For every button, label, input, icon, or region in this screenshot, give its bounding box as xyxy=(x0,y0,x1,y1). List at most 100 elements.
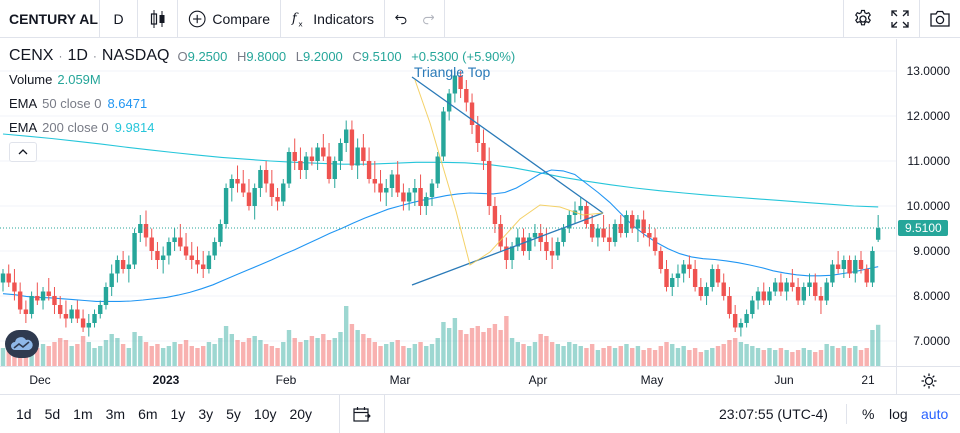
candle xyxy=(807,273,812,296)
volume-bar xyxy=(464,334,469,366)
candle-body xyxy=(664,269,669,287)
volume-bar xyxy=(292,338,297,366)
volume-bar xyxy=(349,324,355,366)
axis-settings-button[interactable] xyxy=(896,366,960,394)
indicators-button[interactable]: f x Indicators xyxy=(281,0,385,37)
volume-bar xyxy=(435,338,440,366)
candle-body xyxy=(429,183,435,197)
candle-body xyxy=(464,89,469,103)
redo-icon[interactable] xyxy=(422,12,435,26)
percent-scale-button[interactable]: % xyxy=(862,406,875,422)
range-button-3y[interactable]: 3y xyxy=(198,406,214,422)
volume-bar xyxy=(475,326,480,366)
chart-pane[interactable]: Triangle Top xyxy=(0,39,896,366)
volume-bar xyxy=(738,342,744,366)
auto-scale-button[interactable]: auto xyxy=(921,406,949,422)
candle xyxy=(424,192,429,215)
volume-bar xyxy=(338,332,343,366)
price-axis[interactable]: 13.0000 12.0000 11.0000 10.0000 9.0000 8.0000… xyxy=(896,39,960,366)
candle-body xyxy=(658,251,663,269)
range-button-3m[interactable]: 3m xyxy=(105,406,126,422)
chart-type-button[interactable] xyxy=(138,0,178,37)
fullscreen-icon xyxy=(891,10,909,28)
candle xyxy=(321,134,326,161)
range-button-5d[interactable]: 5d xyxy=(44,406,61,422)
range-button-6m[interactable]: 6m xyxy=(138,406,158,422)
triangle-top-drawing[interactable]: Triangle Top xyxy=(411,64,604,286)
volume-bar xyxy=(149,346,154,366)
volume-bar xyxy=(595,350,601,366)
volume-bar xyxy=(698,352,704,366)
range-button-20y[interactable]: 20y xyxy=(289,406,313,422)
candle-body xyxy=(744,314,749,323)
range-button-1m[interactable]: 1m xyxy=(73,406,93,422)
volume-bar xyxy=(584,348,589,366)
volume-bar xyxy=(544,336,549,366)
triangle-top-label[interactable]: Triangle Top xyxy=(414,64,490,80)
range-button-1d[interactable]: 1d xyxy=(16,406,32,422)
candle-body xyxy=(521,237,526,251)
triangle-upper-line[interactable] xyxy=(411,76,604,214)
range-button-5y[interactable]: 5y xyxy=(226,406,241,422)
time-axis[interactable]: Dec 2023 Feb Mar Apr May Jun 21 xyxy=(0,366,896,394)
volume-bar xyxy=(813,352,818,366)
legend-exchange: NASDAQ xyxy=(101,47,170,64)
candle xyxy=(870,246,875,287)
candle-body xyxy=(281,183,286,202)
volume-bar xyxy=(555,344,561,366)
triangle-zigzag[interactable] xyxy=(414,79,604,266)
volume-bar xyxy=(549,342,555,366)
range-button-1y[interactable]: 1y xyxy=(170,406,186,422)
candle-body xyxy=(344,129,349,143)
log-scale-button[interactable]: log xyxy=(889,406,908,422)
candle-body xyxy=(732,314,738,328)
ema50-value: 8.6471 xyxy=(107,95,148,111)
volume-bar xyxy=(727,340,732,366)
volume-legend[interactable]: Volume 2.059M xyxy=(9,67,521,91)
fullscreen-button[interactable] xyxy=(881,0,919,38)
volume-bar xyxy=(824,344,829,366)
interval-button[interactable]: D xyxy=(100,0,138,37)
main-series-legend[interactable]: CENX · 1D · NASDAQ O9.2500 H9.8000 L9.20… xyxy=(9,45,521,67)
candle xyxy=(366,147,372,184)
volume-bar xyxy=(652,350,658,366)
change-value: +0.5300 (+5.90%) xyxy=(411,48,516,64)
candle-body xyxy=(727,296,732,314)
ema200-legend[interactable]: EMA 200 close 0 9.9814 xyxy=(9,115,521,139)
timezone-clock[interactable]: 23:07:55 (UTC-4) xyxy=(719,406,828,422)
symbol-search-button[interactable]: CENTURY AL xyxy=(0,0,100,37)
volume-bar xyxy=(647,348,652,366)
candle xyxy=(6,264,11,287)
volume-bar xyxy=(52,342,57,366)
candle-body xyxy=(229,179,234,188)
candle xyxy=(263,161,269,193)
volume-bar xyxy=(389,342,395,366)
compare-button[interactable]: Compare xyxy=(178,0,281,37)
date-range-picker-button[interactable] xyxy=(339,395,385,433)
legend-collapse-button[interactable] xyxy=(9,142,37,162)
candle-body xyxy=(366,161,372,179)
candle xyxy=(246,179,252,211)
low-key: L xyxy=(295,48,304,64)
tradingview-logo[interactable] xyxy=(5,330,39,358)
snapshot-button[interactable] xyxy=(919,0,960,38)
volume-bar xyxy=(0,348,6,366)
candle-body xyxy=(704,287,709,296)
undo-icon[interactable] xyxy=(395,12,408,26)
candle xyxy=(298,147,303,179)
volume-bar xyxy=(429,344,435,366)
undo-redo-group xyxy=(385,0,445,37)
settings-button[interactable] xyxy=(843,0,881,38)
candle xyxy=(201,251,206,278)
ema50-legend[interactable]: EMA 50 close 0 8.6471 xyxy=(9,91,521,115)
candle xyxy=(446,89,452,121)
candle-body xyxy=(218,224,223,242)
triangle-lower-line[interactable] xyxy=(411,212,604,286)
price-chart[interactable]: Triangle Top xyxy=(0,39,896,366)
volume-bar xyxy=(401,346,406,366)
candle xyxy=(149,228,154,260)
candle-body xyxy=(292,152,297,161)
volume-bar xyxy=(864,348,869,366)
range-button-10y[interactable]: 10y xyxy=(253,406,277,422)
candle-body xyxy=(441,111,446,157)
